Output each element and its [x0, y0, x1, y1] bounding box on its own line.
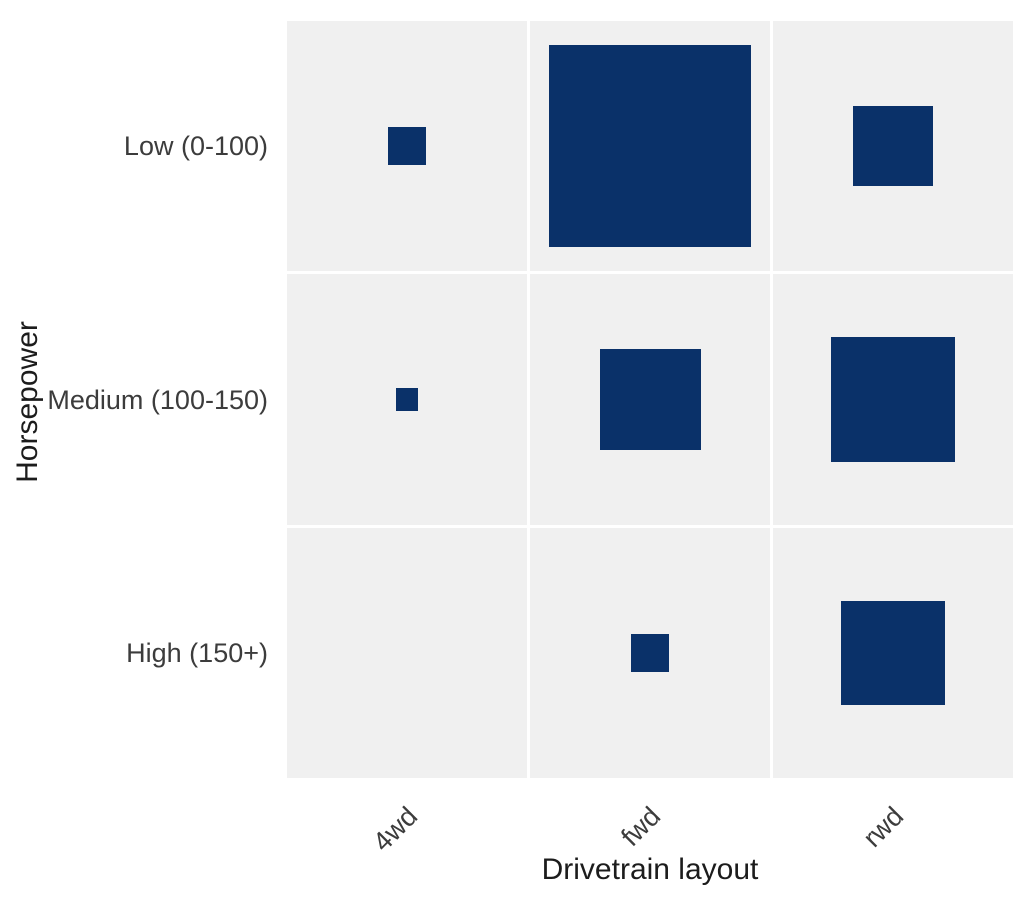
count-square	[395, 388, 419, 411]
grid-cell-4wd-row3	[287, 527, 527, 778]
grid-cell-fwd-row2	[530, 274, 770, 525]
grid-cell-fwd-row3	[530, 527, 770, 778]
grid-cell-4wd-row2	[287, 274, 527, 525]
grid-cell-rwd-row1	[773, 21, 1013, 272]
count-square	[549, 45, 751, 248]
x-axis-title: Drivetrain layout	[541, 853, 759, 886]
y-tick-label: Medium (100-150)	[47, 384, 268, 415]
count-square	[599, 348, 701, 450]
grid-cell-4wd-row1	[287, 21, 527, 272]
count-square	[387, 127, 427, 166]
y-tick-label: Low (0-100)	[123, 131, 268, 162]
grid-cell-rwd-row3	[773, 527, 1013, 778]
count-square	[630, 633, 670, 672]
count-square	[841, 601, 945, 705]
count-square	[830, 337, 956, 462]
grid-cell-fwd-row1	[530, 21, 770, 272]
plot-panel	[287, 21, 1013, 778]
y-tick-label: High (150+)	[126, 637, 268, 668]
grid-cell-rwd-row2	[773, 274, 1013, 525]
count-square	[853, 106, 933, 186]
